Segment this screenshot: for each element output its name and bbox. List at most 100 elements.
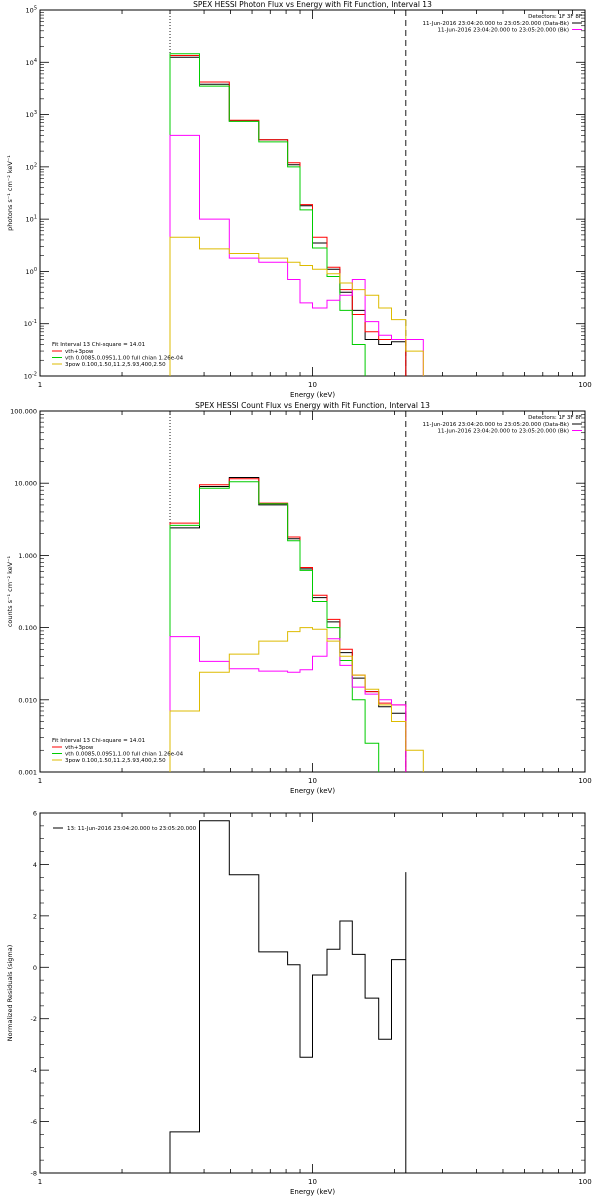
y-tick-mantissa: 10: [24, 373, 32, 381]
series-group: [169, 477, 424, 772]
y-tick-mantissa: -2: [31, 1015, 37, 1023]
x-tick-label: 1: [38, 381, 42, 389]
y-tick-label: 4: [33, 861, 37, 869]
y-tick-label: -2: [31, 1015, 37, 1023]
detectors-label: Detectors: 1F 3F 8F: [528, 415, 582, 421]
y-tick-mantissa: 10: [26, 163, 34, 171]
series-line-3pow: [169, 627, 424, 772]
x-axis-label: Energy (keV): [290, 391, 335, 399]
y-tick-mantissa: 0.100: [18, 624, 37, 632]
y-tick-label: 10-2: [24, 372, 37, 381]
y-tick-mantissa: 4: [33, 861, 37, 869]
y-tick-label: 105: [26, 6, 37, 15]
series-line-vth: [169, 53, 366, 376]
legend-entry: vth 0.0085,0.0951,1.00 full chian 1.26e-…: [65, 752, 184, 758]
x-axis-label: Energy (keV): [290, 1188, 335, 1196]
y-tick-exponent: 4: [34, 58, 37, 64]
y-tick-mantissa: 10: [26, 268, 34, 276]
legend-entry: 13: 11-Jun-2016 23:04:20.000 to 23:05:20…: [67, 826, 197, 832]
y-tick-label: 0: [33, 964, 37, 972]
y-tick-label: 101: [26, 215, 37, 224]
y-tick-label: 100.000: [10, 408, 37, 416]
y-tick-exponent: 1: [34, 215, 37, 221]
y-tick-exponent: -2: [32, 372, 37, 378]
y-tick-label: -4: [31, 1067, 37, 1075]
legend-entry: 3pow 0.100,1.50,11.2,5.93,400,2.50: [65, 758, 166, 764]
y-tick-label: 0.001: [18, 769, 37, 777]
fit-interval-label: Fit Interval 13 Chi-square = 14.01: [52, 738, 145, 744]
y-tick-mantissa: -6: [31, 1118, 37, 1126]
y-tick-mantissa: 1.000: [18, 552, 37, 560]
x-tick-label: 1: [38, 1178, 42, 1186]
y-tick-mantissa: 10: [26, 7, 34, 15]
y-tick-mantissa: 10.000: [14, 480, 37, 488]
series-group: [169, 53, 424, 376]
y-tick-exponent: 2: [34, 162, 37, 168]
y-axis-label: counts s⁻¹ cm⁻² keV⁻¹: [6, 555, 14, 627]
x-tick-label: 1: [38, 777, 42, 785]
detectors-label: Detectors: 1F 3F 8F: [528, 14, 582, 20]
x-tick-label: 100: [578, 381, 591, 389]
y-tick-mantissa: 6: [33, 810, 37, 818]
series-line-residuals: [169, 820, 407, 1173]
plot-frame: [39, 9, 586, 377]
y-tick-mantissa: 10: [26, 216, 34, 224]
x-tick-label: 10: [308, 777, 317, 785]
y-tick-label: 6: [33, 810, 37, 818]
series-line-bk: [169, 636, 407, 772]
y-tick-mantissa: 0.001: [18, 769, 37, 777]
series-line-vth: [169, 481, 380, 772]
y-tick-label: -6: [31, 1118, 37, 1126]
y-tick-mantissa: 100.000: [10, 408, 37, 416]
chart-panel-3: 1 10 100 Energy (keV) -8 -6 -4 -2 0 2 4 6 Normalized…: [6, 810, 592, 1197]
x-tick-label: 10: [308, 381, 317, 389]
chart-title: SPEX HESSI Count Flux vs Energy with Fit…: [195, 401, 430, 410]
legend-entry: vth+3pow: [65, 745, 94, 751]
y-tick-mantissa: 10: [24, 320, 32, 328]
y-tick-label: 0.010: [18, 696, 37, 704]
y-tick-exponent: 5: [34, 6, 37, 12]
y-axis-label: photons s⁻¹ cm⁻² keV⁻¹: [6, 155, 14, 231]
x-tick-label: 100: [578, 777, 591, 785]
y-tick-label: -8: [31, 1170, 37, 1178]
y-tick-exponent: 3: [34, 110, 37, 116]
legend-entry: vth+3pow: [65, 349, 94, 355]
x-tick-label: 100: [578, 1178, 591, 1186]
y-tick-mantissa: 10: [26, 59, 34, 67]
y-tick-label: 10-1: [24, 319, 37, 328]
y-tick-mantissa: -8: [31, 1170, 37, 1178]
y-tick-mantissa: 0.010: [18, 696, 37, 704]
x-tick-label: 10: [308, 1178, 317, 1186]
fit-interval-label: Fit Interval 13 Chi-square = 14.01: [52, 342, 145, 348]
y-tick-label: 104: [26, 58, 37, 67]
y-tick-label: 0.100: [18, 624, 37, 632]
y-tick-label: 10.000: [14, 480, 37, 488]
series-group: [169, 820, 407, 1173]
y-tick-mantissa: 2: [33, 912, 37, 920]
y-tick-label: 100: [26, 267, 37, 276]
x-axis-label: Energy (keV): [290, 787, 335, 795]
chart-panel-2: 1 10 100 Energy (keV) 0.001 0.010 0.100 1.000 10…: [6, 401, 592, 795]
legend-entry: 3pow 0.100,1.50,11.2,5.93,400,2.50: [65, 362, 166, 368]
legend-entry: vth 0.0085,0.0951,1.00 full chian 1.26e-…: [65, 356, 184, 362]
y-tick-mantissa: -4: [31, 1067, 37, 1075]
series-line-bk: [169, 134, 424, 376]
y-tick-label: 103: [26, 110, 37, 119]
chart-title: SPEX HESSI Photon Flux vs Energy with Fi…: [193, 0, 432, 9]
series-line-3pow: [169, 236, 424, 376]
y-tick-mantissa: 10: [26, 111, 34, 119]
legend-entry: 11-Jun-2016 23:04:20.000 to 23:05:20.000…: [423, 21, 569, 27]
legend-entry: 11-Jun-2016 23:04:20.000 to 23:05:20.000…: [423, 422, 569, 428]
legend-entry: 11-Jun-2016 23:04:20.000 to 23:05:20.000…: [437, 429, 569, 435]
y-tick-exponent: 0: [34, 267, 37, 273]
y-tick-label: 102: [26, 162, 37, 171]
y-tick-label: 1.000: [18, 552, 37, 560]
y-tick-label: 2: [33, 912, 37, 920]
series-line-vth-3pow: [169, 55, 407, 376]
y-tick-exponent: -1: [32, 319, 37, 325]
y-tick-mantissa: 0: [33, 964, 37, 972]
legend-entry: 11-Jun-2016 23:04:20.000 to 23:05:20.000…: [437, 28, 569, 34]
